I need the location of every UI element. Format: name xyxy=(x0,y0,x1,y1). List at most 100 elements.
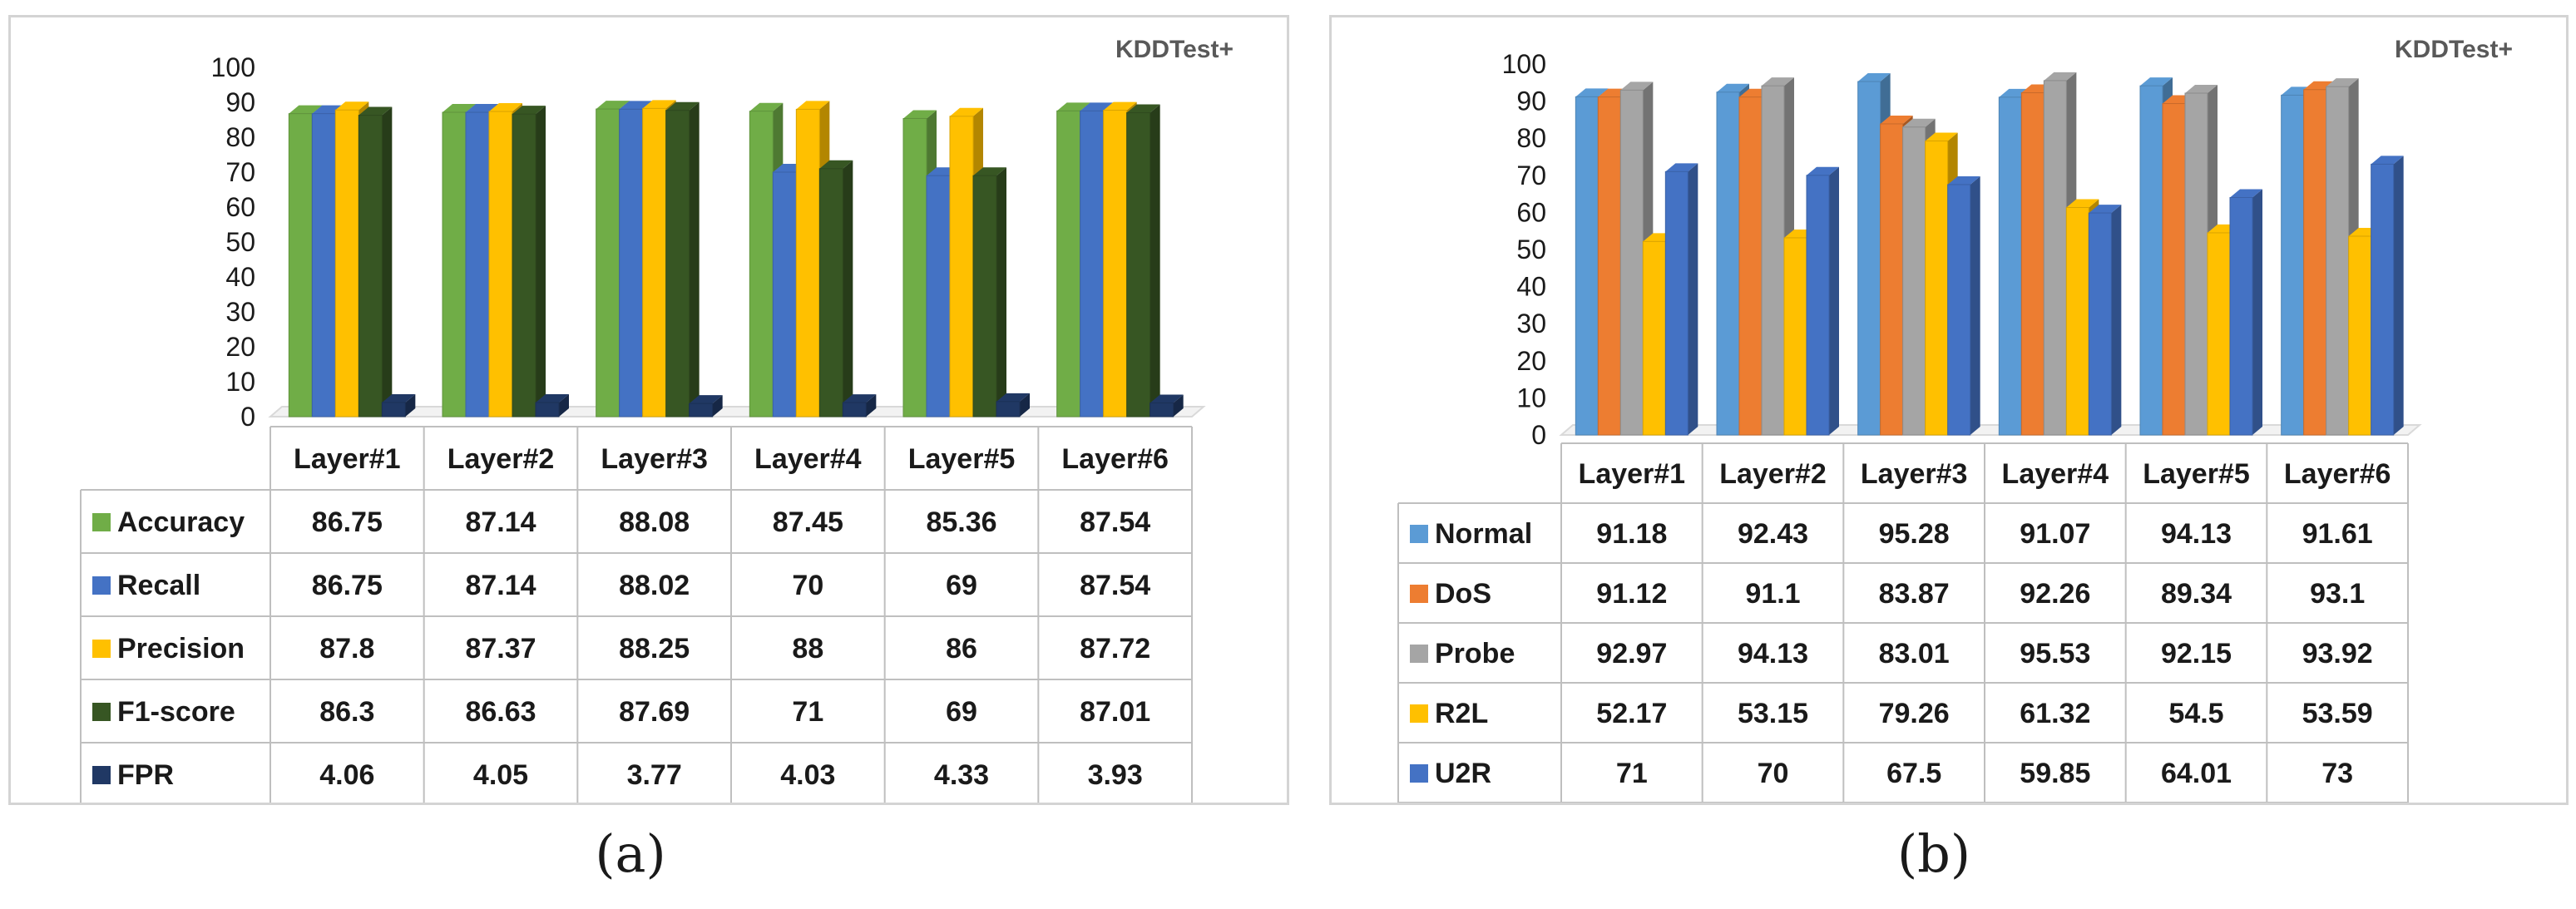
bar xyxy=(1664,170,1688,436)
legend-label: Probe xyxy=(1435,638,1515,669)
bar-top xyxy=(973,167,1006,176)
category-label: Layer#1 xyxy=(1579,458,1686,490)
data-label: 94.13 xyxy=(1738,638,1808,669)
category-label: Layer#2 xyxy=(447,443,555,475)
data-label: 53.59 xyxy=(2302,698,2373,729)
data-label: 86.63 xyxy=(465,696,536,728)
bar-top xyxy=(358,106,393,116)
category-label: Layer#3 xyxy=(1861,458,1968,490)
data-label: 69 xyxy=(946,570,977,601)
data-label: 4.06 xyxy=(319,759,374,791)
bar xyxy=(1716,91,1740,436)
bar xyxy=(818,168,843,417)
bar-top xyxy=(1620,82,1654,91)
bar xyxy=(1998,96,2022,436)
bar xyxy=(2162,103,2186,436)
y-tick-label: 80 xyxy=(225,122,255,152)
data-label: 89.34 xyxy=(2161,578,2232,610)
bar-top xyxy=(819,160,853,169)
bar xyxy=(1738,96,1763,436)
bar xyxy=(2229,197,2253,436)
bar xyxy=(2184,92,2208,436)
data-label: 3.77 xyxy=(627,759,682,791)
y-tick-label: 50 xyxy=(1516,235,1546,264)
bar xyxy=(288,113,313,417)
category-label: Layer#1 xyxy=(294,443,401,475)
caption-b: (b) xyxy=(1896,823,1971,884)
legend-label: Recall xyxy=(117,570,200,601)
bar xyxy=(512,113,536,417)
bar-top xyxy=(2066,199,2099,208)
legend-label: R2L xyxy=(1435,698,1488,729)
bar-top xyxy=(2185,85,2218,94)
bar xyxy=(795,108,820,417)
bar-top xyxy=(536,393,569,403)
data-label: 67.5 xyxy=(1886,758,1941,789)
category-label: Layer#4 xyxy=(754,443,862,475)
data-label: 92.43 xyxy=(1738,518,1808,550)
bar xyxy=(1080,110,1105,417)
bar xyxy=(1925,141,1949,436)
chart-annotation: KDDTest+ xyxy=(1115,36,1234,63)
legend-key xyxy=(92,513,111,531)
legend-label: Normal xyxy=(1435,518,1532,550)
data-label: 88.25 xyxy=(619,633,690,664)
bar xyxy=(1056,110,1081,417)
data-label: 87.37 xyxy=(465,633,536,664)
data-label: 4.33 xyxy=(934,759,989,791)
bar xyxy=(2088,212,2112,436)
data-label: 54.5 xyxy=(2168,698,2223,729)
bar-side xyxy=(536,106,546,417)
legend-key xyxy=(92,703,111,721)
bar-top xyxy=(1575,88,1609,97)
data-label: 3.93 xyxy=(1088,759,1143,791)
caption-a: (a) xyxy=(595,823,666,884)
data-label: 93.1 xyxy=(2310,578,2365,610)
data-label: 83.87 xyxy=(1879,578,1950,610)
bar xyxy=(2207,232,2231,436)
bar xyxy=(442,111,467,417)
data-label: 91.18 xyxy=(1596,518,1667,550)
bar xyxy=(2303,89,2327,436)
bar-top xyxy=(1880,115,1913,124)
bar xyxy=(334,109,359,417)
chart-panel-b: KDDTest+ 0 10 20 30 40 50 60 70 80 90 100 Layer#1 Lay… xyxy=(1329,15,2569,805)
bar-top xyxy=(749,102,784,111)
bar-top xyxy=(2044,72,2077,81)
y-tick-label: 40 xyxy=(225,262,255,292)
bar xyxy=(926,175,951,417)
bar-top xyxy=(2371,156,2404,165)
y-tick-label: 90 xyxy=(225,87,255,117)
bar-side xyxy=(1020,393,1030,417)
bar xyxy=(2065,207,2089,436)
y-tick-label: 10 xyxy=(225,367,255,397)
bar xyxy=(996,401,1021,417)
data-label: 83.01 xyxy=(1879,638,1950,669)
bar xyxy=(1642,240,1666,436)
data-label: 87.8 xyxy=(319,633,374,664)
y-tick-label: 0 xyxy=(1531,420,1546,450)
legend-label: Precision xyxy=(117,633,245,664)
bar-top xyxy=(2140,77,2173,86)
y-tick-label: 30 xyxy=(225,297,255,327)
y-tick-label: 60 xyxy=(225,192,255,222)
y-tick-label: 50 xyxy=(225,227,255,257)
bar xyxy=(1857,81,1881,436)
bar-side xyxy=(2111,205,2122,435)
chart-annotation: KDDTest+ xyxy=(2395,36,2513,63)
data-label: 53.15 xyxy=(1738,698,1808,729)
bar-top xyxy=(2089,205,2122,214)
bar-top xyxy=(1126,104,1160,113)
bar-top xyxy=(443,104,476,113)
bar xyxy=(1575,96,1599,436)
data-label: 91.07 xyxy=(2020,518,2090,550)
bar xyxy=(1880,123,1904,436)
bar-side xyxy=(405,393,416,417)
data-label: 71 xyxy=(792,696,823,728)
data-label: 85.36 xyxy=(926,506,996,538)
data-label: 91.12 xyxy=(1596,578,1667,610)
bar-top xyxy=(1080,102,1114,111)
bar-side xyxy=(1173,394,1184,417)
bar xyxy=(619,108,644,417)
bar-top xyxy=(335,101,369,111)
